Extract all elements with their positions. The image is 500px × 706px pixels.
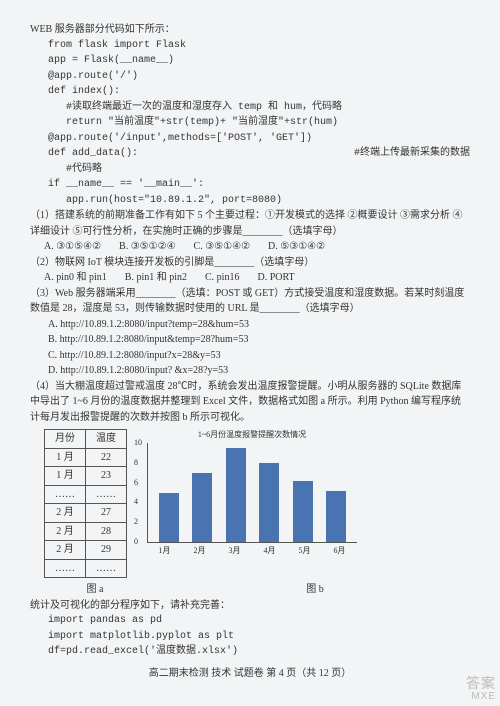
- chart-ytick: 8: [134, 457, 138, 469]
- q2-option-c: C. pin16: [205, 270, 239, 286]
- table-cell: 1 月: [45, 467, 86, 486]
- q3-option-a: A. http://10.89.1.2:8080/input?temp=28&h…: [30, 317, 470, 333]
- q1-option-d: D. ⑤③①④②: [268, 239, 325, 255]
- chart-bar: [293, 481, 313, 542]
- chart-xlabel: 5月: [299, 545, 311, 557]
- chart-ytick: 6: [134, 477, 138, 489]
- code-line: def index():: [30, 84, 470, 100]
- table-cell: 2 月: [45, 522, 86, 541]
- q2-option-b: B. pin1 和 pin2: [125, 270, 187, 286]
- table-cell: 27: [86, 504, 127, 523]
- table-cell: 2 月: [45, 541, 86, 560]
- table-cell: 2 月: [45, 504, 86, 523]
- q3-text: （3）Web 服务器端采用________（选填：POST 或 GET）方式接受…: [30, 286, 470, 317]
- q1-option-a: A. ③①⑤④②: [44, 239, 101, 255]
- code-line: app.run(host="10.89.1.2", port=8080): [30, 193, 470, 209]
- q1-option-b: B. ③⑤①②④: [119, 239, 176, 255]
- intro-text: WEB 服务器部分代码如下所示：: [30, 22, 470, 38]
- q2-text: （2）物联网 IoT 模块连接开发板的引脚是________（选填字母）: [30, 255, 470, 271]
- code-line: app = Flask(__name__): [30, 53, 470, 69]
- q1-option-c: C. ③⑤①④②: [194, 239, 251, 255]
- code-line: from flask import Flask: [30, 38, 470, 54]
- code-comment: #终端上传最新采集的数据: [354, 146, 470, 162]
- chart-bar: [259, 463, 279, 542]
- watermark: 答案 MXE: [466, 676, 496, 702]
- q2-option-a: A. pin0 和 pin1: [44, 270, 107, 286]
- table-cell: 1 月: [45, 448, 86, 467]
- chart-title: 1~6月份温度报警提醒次数情况: [147, 429, 357, 441]
- table-cell: 29: [86, 541, 127, 560]
- q4-text: （4）当大棚温度超过警戒温度 28℃时，系统会发出温度报警提醒。小明从服务器的 …: [30, 379, 470, 426]
- code2-line: import pandas as pd: [30, 613, 470, 629]
- post-text: 统计及可视化的部分程序如下，请补充完善：: [30, 598, 470, 614]
- table-cell: 22: [86, 448, 127, 467]
- chart-ytick: 10: [134, 437, 142, 449]
- code-line: return "当前温度"+str(temp)+ "当前湿度"+str(hum): [30, 115, 470, 131]
- table-cell: 23: [86, 467, 127, 486]
- chart-xlabel: 2月: [194, 545, 206, 557]
- chart-bar: [159, 493, 179, 543]
- q3-option-b: B. http://10.89.1.2:8080/input&temp=28?h…: [30, 332, 470, 348]
- chart-ytick: 2: [134, 516, 138, 528]
- q1-text: （1）搭建系统的前期准备工作有如下 5 个主要过程：①开发模式的选择 ②概要设计…: [30, 208, 470, 239]
- q3-option-c: C. http://10.89.1.2:8080/input?x=28&y=53: [30, 348, 470, 364]
- code-line: def add_data():: [30, 146, 138, 162]
- code-line: #代码略: [30, 162, 470, 178]
- chart-bar: [192, 473, 212, 542]
- chart-b: 1~6月份温度报警提醒次数情况 0246810 1月 2月 3月 4月 5月 6月: [147, 429, 357, 558]
- chart-xlabel: 4月: [264, 545, 276, 557]
- table-cell: ……: [45, 559, 86, 578]
- code2-line: df=pd.read_excel('温度数据.xlsx'): [30, 644, 470, 660]
- table-cell: ……: [86, 559, 127, 578]
- q2-option-d: D. PORT: [257, 270, 294, 286]
- chart-bar: [326, 491, 346, 542]
- code-comment: #读取终端最近一次的温度和湿度存入 temp 和 hum，代码略: [30, 100, 470, 116]
- caption-a: 图 a: [30, 582, 160, 598]
- chart-bars: 0246810: [147, 443, 357, 543]
- page-footer: 高二期末检测 技术 试题卷 第 4 页（共 12 页）: [30, 666, 470, 682]
- table-cell: ……: [86, 485, 127, 504]
- th-month: 月份: [45, 430, 86, 449]
- chart-xlabels: 1月 2月 3月 4月 5月 6月: [147, 545, 357, 557]
- code2-line: import matplotlib.pyplot as plt: [30, 629, 470, 645]
- th-temp: 温度: [86, 430, 127, 449]
- figure-row: 月份温度 1 月22 1 月23 ………… 2 月27 2 月28 2 月29 …: [30, 429, 470, 578]
- code-line: if __name__ == '__main__':: [30, 177, 470, 193]
- code-line: @app.route('/'): [30, 69, 470, 85]
- chart-ytick: 4: [134, 497, 138, 509]
- q3-option-d: D. http://10.89.1.2:8080/input? &x=28?y=…: [30, 363, 470, 379]
- chart-xlabel: 6月: [334, 545, 346, 557]
- table-a: 月份温度 1 月22 1 月23 ………… 2 月27 2 月28 2 月29 …: [44, 429, 127, 578]
- chart-xlabel: 3月: [229, 545, 241, 557]
- chart-bar: [226, 448, 246, 542]
- table-cell: 28: [86, 522, 127, 541]
- chart-ytick: 0: [134, 536, 138, 548]
- table-cell: ……: [45, 485, 86, 504]
- chart-xlabel: 1月: [159, 545, 171, 557]
- caption-b: 图 b: [160, 582, 470, 598]
- code-line: @app.route('/input',methods=['POST', 'GE…: [30, 131, 470, 147]
